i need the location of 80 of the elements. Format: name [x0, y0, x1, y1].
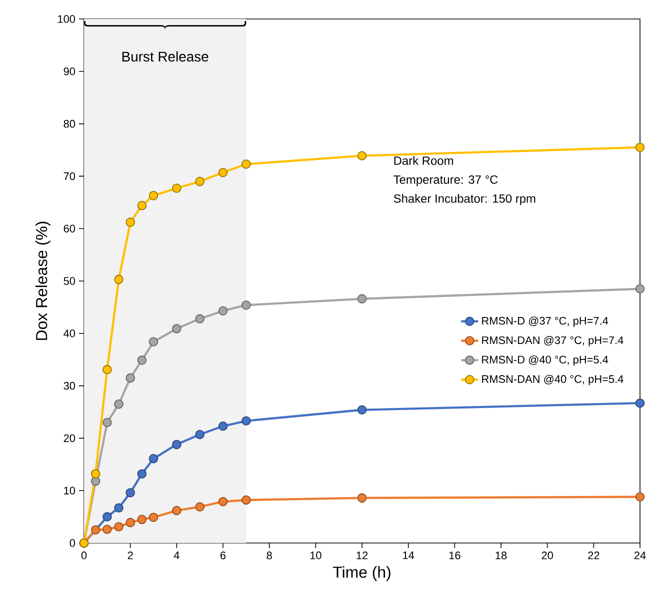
- x-tick-label: 20: [542, 552, 553, 560]
- y-tick-label: 80: [64, 120, 76, 128]
- point: [172, 440, 182, 450]
- x-tick-label: 24: [634, 552, 646, 560]
- point: [218, 306, 228, 316]
- x-axis-title: Time (h): [332, 566, 390, 581]
- y-tick-label: 100: [58, 15, 76, 23]
- point: [102, 418, 112, 428]
- x-tick-label: 6: [220, 552, 226, 560]
- point: [137, 200, 147, 210]
- point: [172, 506, 182, 516]
- point: [635, 284, 645, 294]
- y-tick-label: 30: [64, 382, 76, 390]
- band-label: Burst Release: [122, 51, 208, 62]
- annotation: Temperature: 37 °C: [394, 175, 498, 186]
- y-tick-label: 40: [64, 330, 76, 338]
- point: [126, 518, 135, 528]
- point: [114, 274, 124, 284]
- point: [137, 514, 147, 524]
- x-tick-label: 4: [174, 552, 180, 560]
- y-tick-label: 70: [64, 172, 76, 180]
- point: [148, 454, 158, 464]
- point: [195, 314, 204, 324]
- y-tick-label: 90: [64, 68, 76, 76]
- point: [195, 502, 204, 512]
- y-tick-label: 60: [64, 224, 76, 232]
- x-tick-label: 16: [449, 552, 460, 560]
- point: [137, 469, 147, 478]
- point: [218, 422, 228, 431]
- point: [357, 405, 367, 415]
- point: [126, 218, 135, 227]
- y-tick-label: 0: [70, 539, 76, 547]
- x-tick-label: 22: [588, 552, 600, 560]
- point: [148, 190, 158, 200]
- point: [90, 525, 100, 535]
- y-tick-label: 50: [64, 277, 76, 285]
- y-tick-label: 10: [64, 486, 76, 494]
- point: [90, 469, 100, 478]
- x-tick-label: 0: [81, 552, 87, 560]
- legend-label: RMSN-D @40 °C, pH=5.4: [482, 355, 608, 366]
- point: [114, 522, 124, 532]
- point: [218, 496, 228, 506]
- point: [635, 398, 645, 408]
- x-tick-label: 18: [496, 552, 507, 560]
- point: [635, 492, 645, 502]
- point: [102, 364, 112, 374]
- y-axis-title: Dox Release (%): [36, 222, 50, 340]
- x-tick-label: 2: [128, 552, 133, 560]
- point: [126, 488, 135, 498]
- x-tick-label: 10: [310, 552, 322, 560]
- legend-label: RMSN-DAN @37 °C, pH=7.4: [482, 336, 624, 346]
- point: [357, 493, 367, 503]
- y-tick-label: 20: [64, 434, 76, 442]
- annotation: Dark Room: [394, 156, 453, 165]
- point: [195, 430, 204, 440]
- point: [242, 416, 251, 426]
- legend-label: RMSN-D @37 °C, pH=7.4: [482, 316, 608, 327]
- point: [172, 184, 182, 193]
- point: [102, 512, 112, 522]
- point: [148, 512, 158, 522]
- point: [114, 400, 124, 409]
- point: [357, 151, 367, 160]
- point: [195, 176, 204, 186]
- point: [137, 355, 147, 365]
- point: [102, 524, 112, 534]
- point: [148, 337, 158, 346]
- point: [242, 300, 251, 310]
- point: [242, 160, 251, 169]
- x-tick-label: 14: [403, 552, 414, 560]
- point: [114, 503, 124, 513]
- point: [635, 142, 645, 152]
- point: [218, 168, 228, 178]
- point: [242, 495, 251, 505]
- x-tick-label: 12: [356, 552, 368, 560]
- point: [126, 373, 135, 383]
- point: [172, 324, 182, 334]
- legend-label: RMSN-DAN @40 °C, pH=5.4: [482, 374, 624, 386]
- point: [357, 294, 367, 304]
- x-tick-label: 8: [266, 552, 272, 560]
- annotation: Shaker Incubator: 150 rpm: [394, 194, 536, 206]
